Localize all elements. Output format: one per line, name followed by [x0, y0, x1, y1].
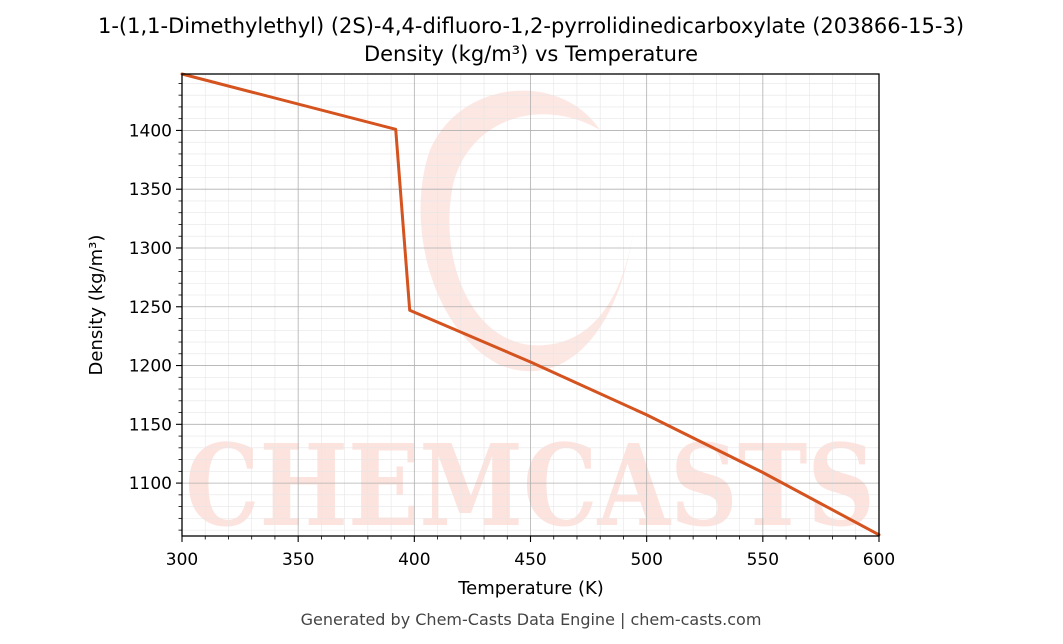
major-grid	[181, 74, 880, 536]
x-tick-label: 600	[863, 550, 895, 570]
data-point	[529, 360, 532, 364]
axis-ticks	[176, 83, 880, 542]
x-tick-label: 350	[282, 550, 314, 570]
tick-labels: 300 350 400 450 500 550 600 1100 1150 1200 1250 130…	[129, 121, 895, 570]
chart-subtitle: Density (kg/m³) vs Temperature	[364, 42, 698, 66]
y-tick-label: 1200	[129, 357, 172, 377]
x-tick-label: 500	[630, 550, 662, 570]
data-point	[394, 128, 397, 131]
y-axis-label: Density (kg/m³)	[86, 235, 107, 376]
y-tick-label: 1400	[129, 121, 172, 141]
x-tick-label: 400	[398, 550, 430, 570]
chart-title: 1-(1,1-Dimethylethyl) (2S)-4,4-difluoro-…	[98, 14, 964, 38]
data-point	[645, 413, 648, 417]
data-point	[761, 471, 765, 474]
y-tick-label: 1100	[129, 474, 172, 494]
y-tick-label: 1300	[129, 239, 172, 259]
y-tick-label: 1350	[129, 180, 172, 200]
x-tick-label: 450	[514, 550, 546, 570]
footer-credit: Generated by Chem-Casts Data Engine | ch…	[301, 610, 762, 629]
data-point	[408, 309, 411, 312]
watermark-text: CHEMCASTS	[185, 421, 875, 552]
x-axis-label: Temperature (K)	[457, 578, 604, 599]
x-tick-label: 300	[166, 550, 198, 570]
y-tick-label: 1250	[129, 298, 172, 318]
x-tick-label: 550	[747, 550, 779, 570]
y-tick-label: 1150	[129, 415, 172, 435]
